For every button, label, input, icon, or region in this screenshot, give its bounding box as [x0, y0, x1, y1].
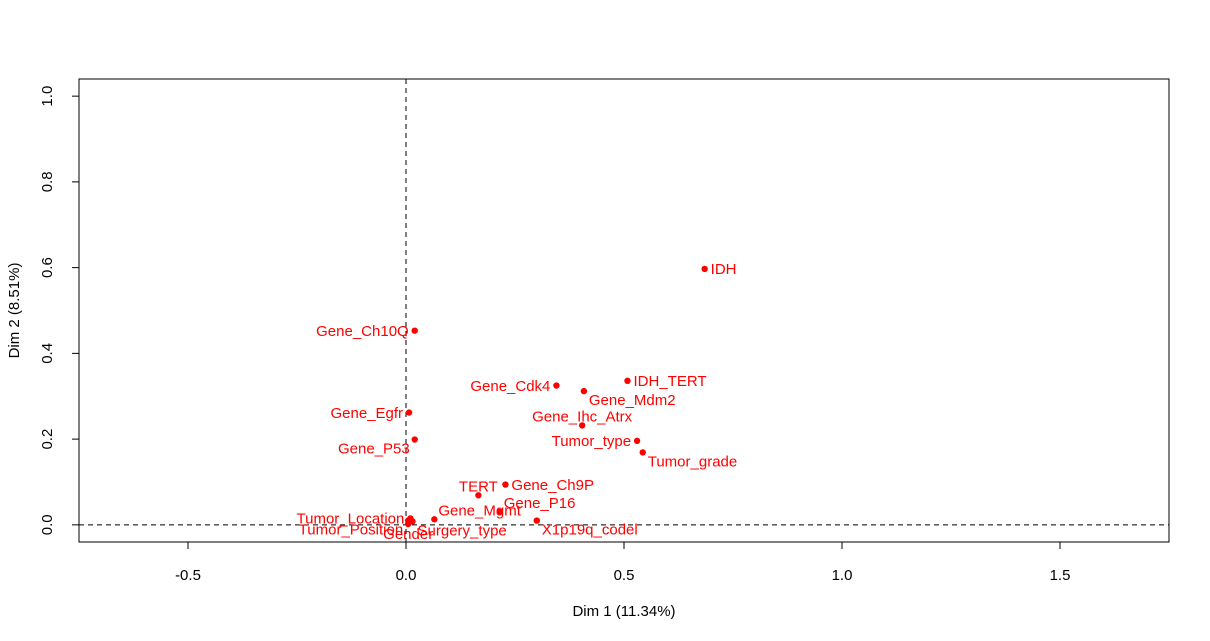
- point-gene-p53: [411, 436, 418, 443]
- reference-lines: [79, 79, 1169, 542]
- point-label-tumor-type: Tumor_type: [552, 433, 631, 450]
- point-gene-p16: [496, 508, 503, 516]
- point-label-gene-p16: Gene_P16: [504, 495, 576, 512]
- x-tick-label: 1.5: [1050, 567, 1071, 584]
- point-label-gene-cdk4: Gene_Cdk4: [470, 378, 550, 395]
- point-label-idh-tert: IDH_TERT: [633, 373, 706, 390]
- y-axis: 0.0 0.2 0.4 0.6 0.8 1.0: [39, 86, 79, 535]
- y-tick-label: 0.8: [39, 171, 56, 192]
- point-tert: [475, 492, 482, 499]
- point-label-surgery-type: Surgery_type: [418, 522, 507, 539]
- point-label-gene-ihc-atrx: Gene_Ihc_Atrx: [532, 408, 633, 425]
- point-label-gender: Gender: [383, 526, 433, 543]
- point-x1p19q-codel: [533, 517, 540, 524]
- point-gene-cdk4: [553, 382, 560, 389]
- point-idh: [701, 265, 708, 273]
- point-label-gene-ch10q: Gene_Ch10Q: [316, 323, 409, 340]
- x-tick-label: 0.5: [614, 567, 635, 584]
- point-label-x1p19q-codel: X1p19q_codel: [542, 522, 638, 539]
- data-points: [404, 265, 708, 528]
- point-label-tumor-location: Tumor_Location: [297, 511, 405, 528]
- point-idh-tert: [624, 377, 631, 385]
- y-tick-label: 1.0: [39, 86, 56, 107]
- point-label-gene-ch9p: Gene_Ch9P: [511, 477, 594, 494]
- point-gene-mdm2: [580, 387, 588, 395]
- x-axis: -0.5 0.0 0.5 1.0 1.5: [175, 542, 1070, 584]
- point-gene-mgmt: [431, 516, 438, 523]
- point-label-tumor-grade: Tumor_grade: [648, 453, 738, 470]
- point-label-gene-p53: Gene_P53: [338, 441, 410, 458]
- y-tick-label: 0.0: [39, 514, 56, 535]
- point-label-idh: IDH: [711, 261, 737, 278]
- point-gender: [404, 520, 412, 528]
- x-tick-label: 1.0: [832, 567, 853, 584]
- y-tick-label: 0.4: [39, 343, 56, 364]
- y-axis-title: Dim 2 (8.51%): [6, 263, 23, 359]
- point-tumor-grade: [639, 449, 646, 456]
- point-label-gene-egfr: Gene_Egfr: [331, 405, 404, 422]
- point-gene-egfr: [405, 409, 413, 416]
- point-label-tumor-position: Tumor_Position: [299, 522, 404, 539]
- x-tick-label: -0.5: [175, 567, 201, 584]
- point-label-tert: TERT: [459, 478, 498, 495]
- y-tick-label: 0.2: [39, 429, 56, 450]
- point-gene-ch10q: [411, 327, 418, 334]
- point-label-gene-mdm2: Gene_Mdm2: [589, 392, 676, 409]
- x-tick-label: 0.0: [396, 567, 417, 584]
- y-tick-label: 0.6: [39, 257, 56, 278]
- point-label-gene-mgmt: Gene_Mgmt: [438, 502, 521, 519]
- point-tumor-type: [633, 437, 641, 445]
- point-gene-ch9p: [502, 481, 509, 488]
- point-gene-ihc-atrx: [578, 422, 586, 429]
- x-axis-title: Dim 1 (11.34%): [572, 603, 675, 620]
